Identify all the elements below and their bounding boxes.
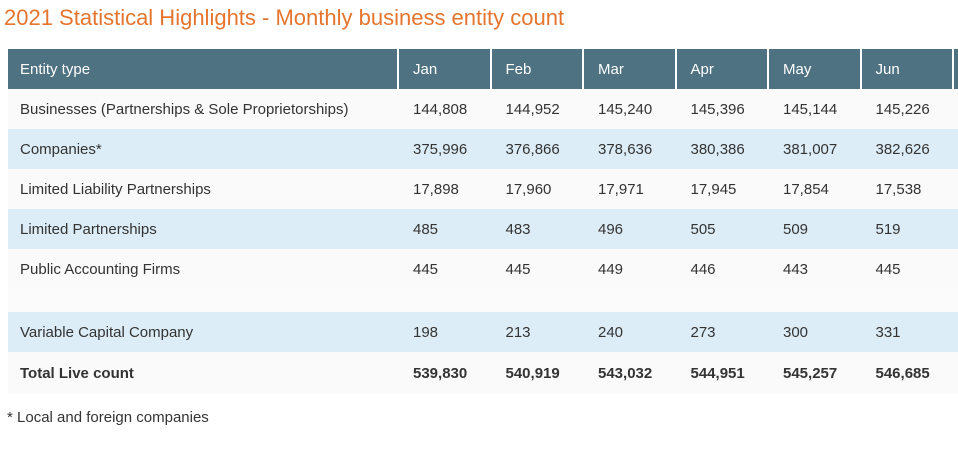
count-value: 145,144 — [783, 100, 838, 118]
count-value: 145,240 — [598, 100, 653, 118]
table-row: Variable Capital Company 198 213 240 273 300 3… — [8, 312, 958, 352]
entity-count-table: Entity type Jan Feb Mar Apr May Jun Businesse… — [8, 49, 958, 394]
table-header-row: Entity type Jan Feb Mar Apr May Jun — [8, 49, 958, 89]
count-value: 144,808 — [413, 100, 468, 118]
count-value: 382,626 — [875, 140, 930, 158]
column-header-apr: Apr — [674, 49, 768, 89]
count-value: 145,396 — [690, 100, 745, 118]
page-title: 2021 Statistical Highlights - Monthly bu… — [4, 5, 565, 30]
count-value: 375,996 — [413, 140, 468, 158]
table-row: Public Accounting Firms 445 445 449 446 443 44… — [8, 249, 958, 289]
count-value: 144,952 — [505, 100, 560, 118]
count-value: 485 — [413, 220, 439, 238]
table-header-stub — [952, 49, 958, 89]
count-value: 17,945 — [690, 180, 737, 198]
count-value: 544,951 — [690, 364, 745, 382]
count-value: 509 — [783, 220, 809, 238]
count-value: 540,919 — [505, 364, 560, 382]
count-value: 539,830 — [413, 364, 468, 382]
count-value: 331 — [875, 323, 901, 341]
count-value: 17,854 — [783, 180, 829, 198]
entity-type-label: Total Live count — [20, 364, 134, 382]
count-value: 445 — [413, 260, 439, 278]
entity-type-label: Limited Partnerships — [20, 220, 157, 238]
count-value: 17,898 — [413, 180, 459, 198]
count-value: 445 — [505, 260, 531, 278]
count-value: 380,386 — [690, 140, 745, 158]
entity-type-label: Public Accounting Firms — [20, 260, 181, 278]
count-value: 496 — [598, 220, 624, 238]
table-row: Total Live count 539,830 540,919 543,032 544… — [8, 352, 958, 394]
column-header-may: May — [767, 49, 860, 89]
table-spacer-row — [8, 289, 958, 312]
column-header-mar: Mar — [582, 49, 675, 89]
column-header-feb: Feb — [489, 49, 583, 89]
count-value: 17,971 — [598, 180, 644, 198]
count-value: 17,538 — [875, 180, 922, 198]
footnote: * Local and foreign companies — [7, 409, 209, 426]
table-body: Businesses (Partnerships & Sole Propriet… — [8, 89, 958, 394]
count-value: 545,257 — [783, 364, 838, 382]
count-value: 381,007 — [783, 140, 838, 158]
table-row: Businesses (Partnerships & Sole Propriet… — [8, 89, 958, 129]
count-value: 213 — [505, 323, 531, 341]
count-value: 378,636 — [598, 140, 653, 158]
count-value: 17,960 — [505, 180, 552, 198]
table-row: Limited Partnerships 485 483 496 505 509 519 — [8, 209, 958, 249]
page: 2021 Statistical Highlights - Monthly bu… — [4, 5, 958, 426]
count-value: 483 — [505, 220, 531, 238]
entity-type-label: Businesses (Partnerships & Sole Propriet… — [20, 100, 349, 118]
table-row: Companies* 375,996 376,866 378,636 380,386 38… — [8, 129, 958, 169]
count-value: 446 — [690, 260, 716, 278]
entity-type-label: Limited Liability Partnerships — [20, 180, 211, 198]
column-header-jan: Jan — [397, 49, 490, 89]
column-header-jun: Jun — [859, 49, 953, 89]
count-value: 443 — [783, 260, 809, 278]
count-value: 505 — [690, 220, 716, 238]
count-value: 546,685 — [875, 364, 930, 382]
entity-type-label: Companies* — [20, 140, 102, 158]
count-value: 449 — [598, 260, 624, 278]
count-value: 519 — [875, 220, 901, 238]
count-value: 300 — [783, 323, 809, 341]
count-value: 145,226 — [875, 100, 930, 118]
column-header-entity-type: Entity type — [20, 60, 91, 78]
count-value: 543,032 — [598, 364, 653, 382]
count-value: 273 — [690, 323, 716, 341]
table-row: Limited Liability Partnerships 17,898 17,9… — [8, 169, 958, 209]
count-value: 445 — [875, 260, 901, 278]
count-value: 240 — [598, 323, 624, 341]
count-value: 376,866 — [505, 140, 560, 158]
count-value: 198 — [413, 323, 439, 341]
entity-type-label: Variable Capital Company — [20, 323, 194, 341]
